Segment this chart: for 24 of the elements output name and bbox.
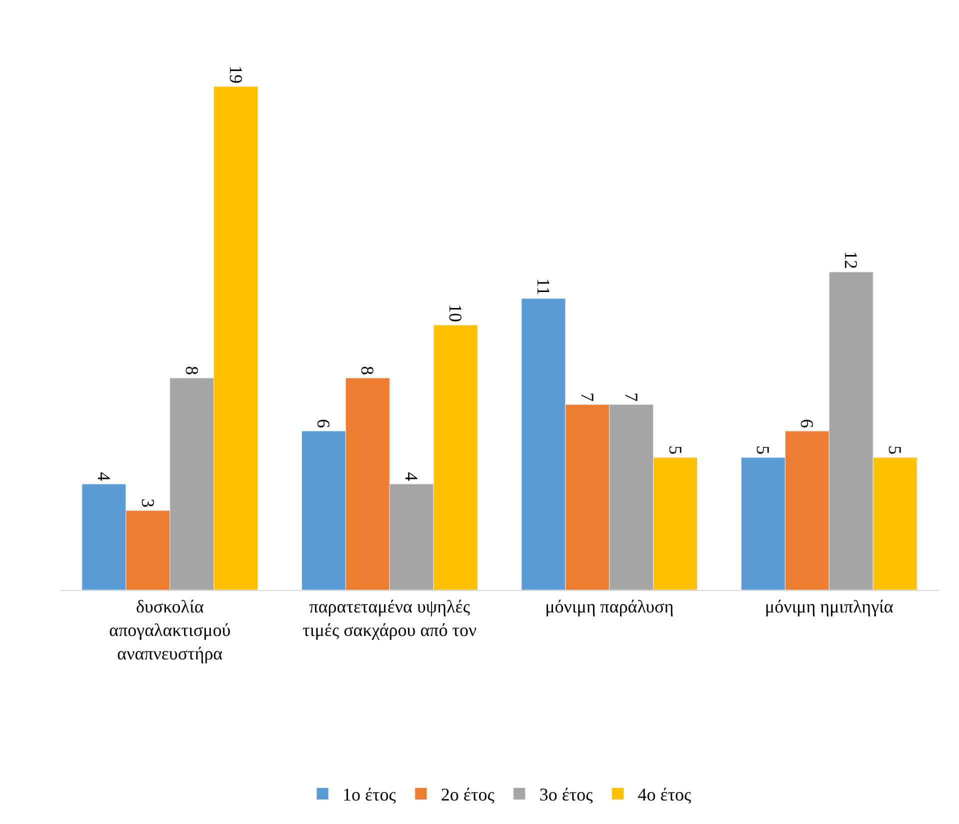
x-tick-label: δυσκολία απογαλακτισμού αναπνευστήρα: [109, 596, 231, 664]
data-label: 4: [94, 472, 114, 481]
data-label: 3: [138, 498, 158, 508]
data-label: 12: [841, 251, 862, 269]
data-label: 5: [885, 446, 906, 454]
data-label: 7: [577, 392, 598, 402]
data-label: 10: [446, 304, 466, 322]
data-label: 7: [621, 392, 642, 402]
data-label: 11: [533, 278, 554, 296]
legend-label: 2ο έτος: [440, 784, 494, 805]
x-tick-label: μόνιμη παράλυση: [545, 596, 674, 617]
legend-label: 4ο έτος: [638, 784, 692, 805]
data-label: 6: [797, 419, 818, 428]
data-label: 4: [402, 472, 422, 481]
data-label: 6: [314, 419, 334, 428]
data-label: 5: [665, 446, 686, 454]
legend-label: 3ο έτος: [539, 784, 593, 805]
data-label: 8: [358, 366, 378, 375]
x-tick-label: μόνιμη ημιπληγία: [764, 596, 894, 617]
legend-label: 1ο έτος: [342, 784, 396, 805]
data-label: 19: [226, 66, 246, 84]
x-tick-label: παρατεταμένα υψηλές τιμές σακχάρου από τον: [302, 596, 477, 640]
data-label: 8: [182, 366, 202, 375]
data-label: 5: [753, 446, 774, 454]
